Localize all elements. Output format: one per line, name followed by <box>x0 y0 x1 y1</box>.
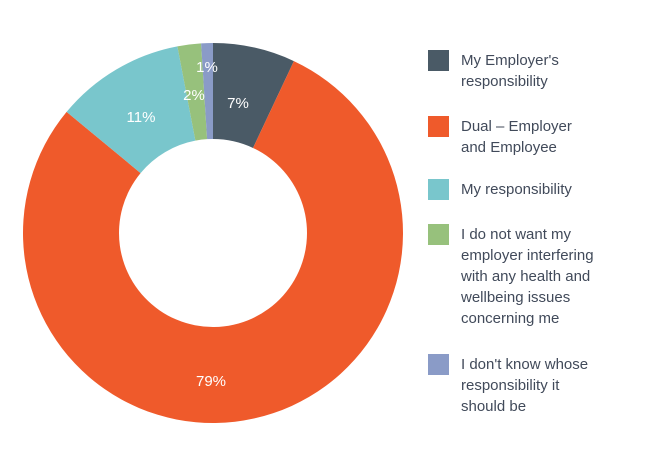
slice-employer <box>213 43 294 148</box>
legend-item-my-responsibility: My responsibility <box>428 179 626 200</box>
slice-label-dual: 79% <box>196 373 226 390</box>
legend-label-dont-know: I don't know whose responsibility it sho… <box>461 356 589 415</box>
legend-label-not-want: I do not want my employer interfering wi… <box>461 226 594 327</box>
slice-dont-know <box>201 43 213 140</box>
legend-item-dont-know: I don't know whose responsibility it sho… <box>428 354 626 417</box>
legend-label-my-responsibility: My responsibility <box>461 181 572 198</box>
slice-label-dont-know: 1% <box>196 59 218 76</box>
legend-swatch-not-want <box>428 224 449 245</box>
slice-my-responsibility <box>66 46 196 174</box>
legend-swatch-my-responsibility <box>428 179 449 200</box>
legend-item-dual: Dual – Employer and Employee <box>428 116 626 158</box>
legend-item-employer: My Employer's responsibility <box>428 50 626 92</box>
slice-dual <box>23 61 404 424</box>
legend-swatch-dual <box>428 116 449 137</box>
legend-item-not-want: I do not want my employer interfering wi… <box>428 224 626 329</box>
slice-label-employer: 7% <box>227 95 249 112</box>
legend-label-dual: Dual – Employer and Employee <box>461 118 572 156</box>
slice-not-want <box>177 43 208 141</box>
legend-swatch-employer <box>428 50 449 71</box>
legend-label-employer: My Employer's responsibility <box>461 52 559 90</box>
slice-label-my-responsibility: 11% <box>127 109 156 126</box>
slice-label-not-want: 2% <box>183 87 205 104</box>
legend-swatch-dont-know <box>428 354 449 375</box>
